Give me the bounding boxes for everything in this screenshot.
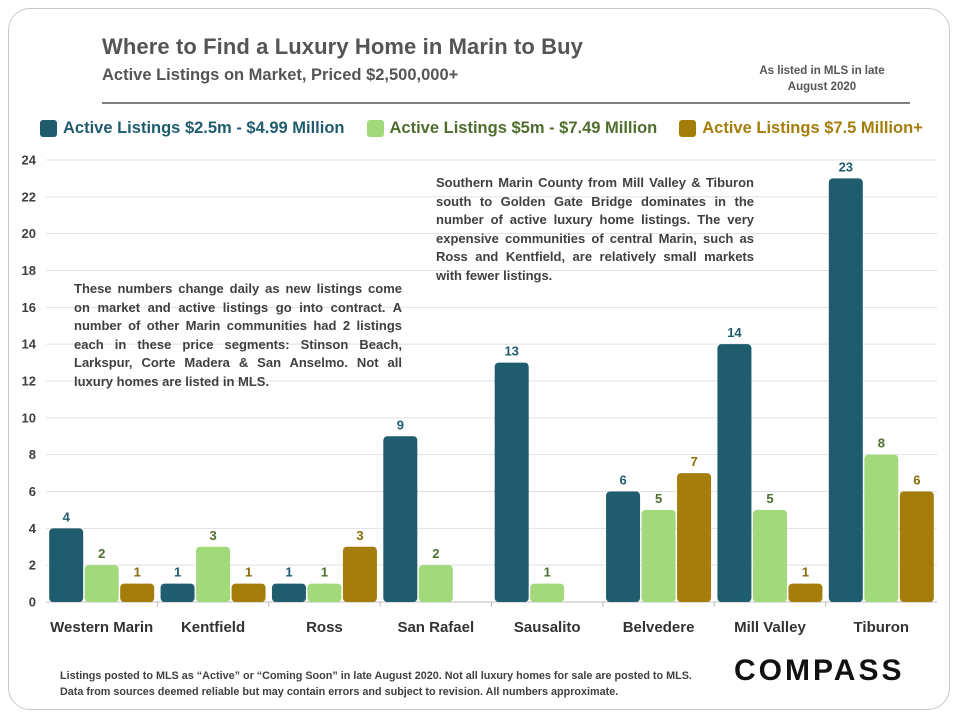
title-divider — [102, 102, 910, 104]
legend-label-series-2: Active Listings $5m - $7.49 Million — [389, 119, 658, 137]
x-tick-label: Mill Valley — [734, 619, 806, 636]
annotation-right: Southern Marin County from Mill Valley &… — [436, 175, 754, 283]
bar-1-belvedere — [606, 491, 641, 602]
bar-2-tiburon — [864, 454, 899, 602]
bar-2-ross — [307, 583, 342, 602]
data-label: 9 — [397, 417, 404, 432]
chart-title: Where to Find a Luxury Home in Marin to … — [102, 34, 583, 59]
footnote: Listings posted to MLS as “Active” or “C… — [60, 670, 692, 698]
data-label: 5 — [766, 491, 773, 506]
data-label: 3 — [209, 528, 216, 543]
data-label: 13 — [504, 344, 518, 359]
x-tick-label: Belvedere — [623, 619, 695, 636]
annotation-left: These numbers change daily as new listin… — [74, 281, 402, 389]
bar-1-tiburon — [828, 178, 863, 602]
data-label: 6 — [619, 473, 626, 488]
x-tick-label: Kentfield — [181, 619, 245, 636]
y-tick-label: 6 — [29, 484, 36, 499]
data-label: 4 — [63, 509, 71, 524]
bar-3-ross — [342, 546, 377, 602]
data-label: 7 — [690, 454, 697, 469]
data-label: 6 — [913, 473, 920, 488]
data-label: 14 — [727, 325, 742, 340]
data-label: 2 — [98, 546, 105, 561]
y-tick-label: 16 — [22, 300, 36, 315]
bar-1-mill-valley — [717, 344, 752, 602]
legend-label-series-3: Active Listings $7.5 Million+ — [702, 119, 923, 137]
y-tick-label: 0 — [29, 595, 36, 610]
data-label: 2 — [432, 546, 439, 561]
bar-2-sausalito — [530, 583, 565, 602]
source-note: As listed in MLS in late August 2020 — [759, 65, 885, 93]
bar-1-ross — [271, 583, 306, 602]
data-label: 8 — [878, 436, 885, 451]
y-tick-label: 8 — [29, 447, 36, 462]
bar-1-san-rafael — [383, 436, 418, 602]
data-label: 1 — [321, 565, 328, 580]
data-label: 5 — [655, 491, 662, 506]
x-tick-label: Tiburon — [854, 619, 910, 636]
data-label: 1 — [285, 565, 292, 580]
legend-item-series-1: Active Listings $2.5m - $4.99 Million — [40, 119, 345, 138]
y-tick-label: 10 — [22, 410, 36, 425]
y-tick-label: 24 — [22, 153, 37, 168]
compass-logo: COMPASS — [734, 654, 905, 687]
bar-2-mill-valley — [752, 509, 787, 602]
x-tick-label: Sausalito — [514, 619, 581, 636]
bar-2-kentfield — [196, 546, 231, 602]
legend-swatch-series-1 — [40, 120, 57, 137]
data-label: 1 — [134, 565, 141, 580]
legend-item-series-2: Active Listings $5m - $7.49 Million — [366, 119, 658, 138]
y-tick-label: 12 — [22, 374, 36, 389]
y-tick-label: 4 — [29, 521, 37, 536]
legend: Active Listings $2.5m - $4.99 Million Ac… — [40, 119, 923, 138]
bar-3-kentfield — [231, 583, 266, 602]
x-tick-label: Western Marin — [50, 619, 153, 636]
data-label: 23 — [839, 159, 853, 174]
bar-1-kentfield — [160, 583, 195, 602]
bar-3-tiburon — [899, 491, 934, 602]
bar-2-western-marin — [84, 565, 119, 602]
legend-swatch-series-3 — [679, 120, 697, 137]
legend-swatch-series-2 — [366, 120, 384, 137]
y-tick-label: 2 — [29, 558, 36, 573]
y-tick-label: 14 — [22, 337, 37, 352]
legend-label-series-1: Active Listings $2.5m - $4.99 Million — [63, 119, 345, 137]
x-tick-label: San Rafael — [397, 619, 474, 636]
y-tick-label: 18 — [22, 263, 36, 278]
data-label: 1 — [174, 565, 181, 580]
bar-3-mill-valley — [788, 583, 823, 602]
bar-2-san-rafael — [418, 565, 453, 602]
x-tick-label: Ross — [306, 619, 343, 636]
legend-item-series-3: Active Listings $7.5 Million+ — [679, 119, 923, 138]
data-label: 1 — [245, 565, 252, 580]
bar-3-belvedere — [677, 473, 712, 602]
data-label: 1 — [544, 565, 551, 580]
y-tick-label: 20 — [22, 226, 36, 241]
bar-3-western-marin — [120, 583, 155, 602]
data-label: 1 — [802, 565, 809, 580]
y-tick-label: 22 — [22, 189, 36, 204]
bar-2-belvedere — [641, 509, 676, 602]
data-label: 3 — [356, 528, 363, 543]
chart-subtitle: Active Listings on Market, Priced $2,500… — [102, 66, 459, 84]
bar-1-sausalito — [494, 362, 529, 602]
bar-1-western-marin — [49, 528, 84, 602]
